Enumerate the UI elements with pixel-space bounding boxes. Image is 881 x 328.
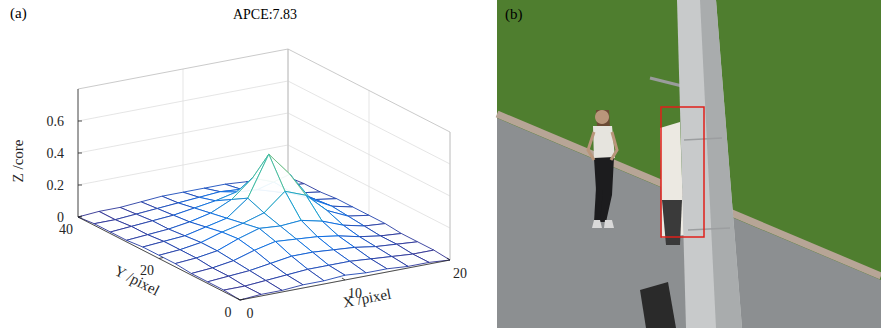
svg-text:20: 20 — [140, 263, 154, 278]
svg-text:Y /pixel: Y /pixel — [112, 262, 162, 298]
svg-text:0: 0 — [225, 305, 232, 320]
svg-text:0: 0 — [57, 209, 64, 225]
svg-text:0.4: 0.4 — [47, 146, 65, 161]
svg-text:20: 20 — [453, 266, 467, 281]
svg-text:0.2: 0.2 — [47, 178, 65, 193]
svg-text:Z /core: Z /core — [10, 139, 26, 182]
svg-text:(b): (b) — [505, 6, 523, 23]
svg-text:X /pixel: X /pixel — [342, 286, 393, 311]
svg-text:0.6: 0.6 — [47, 114, 65, 129]
svg-text:40: 40 — [59, 222, 73, 237]
svg-text:0: 0 — [247, 306, 254, 321]
svg-text:(a): (a) — [10, 5, 27, 22]
svg-text:APCE:7.83: APCE:7.83 — [233, 7, 297, 22]
